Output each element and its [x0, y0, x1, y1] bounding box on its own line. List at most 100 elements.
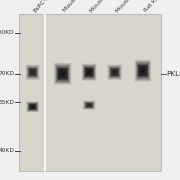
- FancyBboxPatch shape: [112, 70, 117, 75]
- FancyBboxPatch shape: [86, 69, 92, 76]
- FancyBboxPatch shape: [135, 60, 151, 82]
- FancyBboxPatch shape: [87, 103, 91, 107]
- FancyBboxPatch shape: [111, 69, 118, 76]
- FancyBboxPatch shape: [29, 104, 37, 110]
- FancyBboxPatch shape: [30, 104, 36, 109]
- FancyBboxPatch shape: [109, 66, 121, 79]
- FancyBboxPatch shape: [54, 63, 71, 85]
- FancyBboxPatch shape: [59, 69, 67, 79]
- FancyBboxPatch shape: [83, 65, 95, 80]
- FancyBboxPatch shape: [86, 68, 93, 76]
- FancyBboxPatch shape: [28, 103, 37, 111]
- FancyBboxPatch shape: [85, 68, 94, 77]
- FancyBboxPatch shape: [84, 66, 94, 78]
- Text: Rat kidney: Rat kidney: [143, 0, 168, 13]
- FancyBboxPatch shape: [111, 68, 119, 76]
- FancyBboxPatch shape: [113, 70, 116, 74]
- FancyBboxPatch shape: [108, 65, 122, 79]
- FancyBboxPatch shape: [55, 64, 71, 84]
- FancyBboxPatch shape: [61, 72, 64, 75]
- FancyBboxPatch shape: [86, 103, 92, 107]
- FancyBboxPatch shape: [29, 103, 37, 110]
- FancyBboxPatch shape: [30, 70, 35, 75]
- FancyBboxPatch shape: [60, 71, 65, 77]
- FancyBboxPatch shape: [31, 71, 34, 74]
- Text: Mouse liver: Mouse liver: [89, 0, 116, 13]
- FancyBboxPatch shape: [26, 64, 40, 80]
- Text: 70KD: 70KD: [0, 71, 14, 76]
- FancyBboxPatch shape: [28, 67, 37, 77]
- FancyBboxPatch shape: [107, 64, 122, 80]
- FancyBboxPatch shape: [82, 64, 96, 80]
- FancyBboxPatch shape: [31, 106, 34, 108]
- FancyBboxPatch shape: [88, 71, 90, 74]
- FancyBboxPatch shape: [136, 61, 150, 80]
- FancyBboxPatch shape: [57, 66, 69, 81]
- Text: Mouse heart: Mouse heart: [115, 0, 143, 13]
- FancyBboxPatch shape: [27, 102, 39, 112]
- FancyBboxPatch shape: [135, 61, 150, 81]
- FancyBboxPatch shape: [31, 70, 34, 74]
- FancyBboxPatch shape: [29, 104, 36, 110]
- FancyBboxPatch shape: [57, 68, 68, 79]
- FancyBboxPatch shape: [110, 67, 119, 77]
- FancyBboxPatch shape: [85, 103, 93, 108]
- FancyBboxPatch shape: [57, 67, 68, 80]
- FancyBboxPatch shape: [27, 102, 38, 111]
- FancyBboxPatch shape: [142, 69, 144, 72]
- FancyBboxPatch shape: [55, 65, 70, 83]
- FancyBboxPatch shape: [58, 68, 67, 80]
- Text: PKLR: PKLR: [166, 71, 180, 77]
- FancyBboxPatch shape: [85, 102, 94, 109]
- FancyBboxPatch shape: [28, 103, 38, 111]
- FancyBboxPatch shape: [84, 101, 95, 109]
- FancyBboxPatch shape: [31, 105, 34, 108]
- FancyBboxPatch shape: [26, 101, 39, 112]
- FancyBboxPatch shape: [138, 65, 147, 76]
- Bar: [19, 14, 161, 171]
- FancyBboxPatch shape: [109, 66, 120, 78]
- FancyBboxPatch shape: [139, 66, 147, 76]
- FancyBboxPatch shape: [140, 67, 146, 75]
- Text: 40KD: 40KD: [0, 148, 14, 153]
- FancyBboxPatch shape: [27, 66, 39, 79]
- FancyBboxPatch shape: [30, 69, 35, 75]
- FancyBboxPatch shape: [85, 68, 93, 77]
- FancyBboxPatch shape: [83, 101, 96, 110]
- FancyBboxPatch shape: [28, 68, 37, 76]
- FancyBboxPatch shape: [88, 104, 90, 106]
- FancyBboxPatch shape: [26, 65, 39, 79]
- FancyBboxPatch shape: [30, 105, 35, 109]
- FancyBboxPatch shape: [83, 101, 95, 109]
- FancyBboxPatch shape: [84, 102, 94, 109]
- FancyBboxPatch shape: [137, 62, 149, 79]
- FancyBboxPatch shape: [112, 69, 118, 75]
- FancyBboxPatch shape: [84, 66, 95, 79]
- FancyBboxPatch shape: [27, 66, 38, 78]
- FancyBboxPatch shape: [138, 65, 148, 76]
- Text: 100KD: 100KD: [0, 30, 14, 35]
- FancyBboxPatch shape: [28, 67, 38, 78]
- FancyBboxPatch shape: [113, 71, 116, 74]
- FancyBboxPatch shape: [31, 105, 35, 109]
- Text: 55KD: 55KD: [0, 100, 14, 105]
- FancyBboxPatch shape: [59, 70, 66, 78]
- FancyBboxPatch shape: [85, 102, 93, 108]
- FancyBboxPatch shape: [110, 67, 120, 78]
- Text: BxPC-3: BxPC-3: [33, 0, 51, 13]
- FancyBboxPatch shape: [29, 68, 37, 76]
- FancyBboxPatch shape: [87, 70, 91, 74]
- FancyBboxPatch shape: [61, 71, 65, 76]
- Text: Mouse kidney: Mouse kidney: [63, 0, 94, 13]
- FancyBboxPatch shape: [29, 69, 36, 76]
- FancyBboxPatch shape: [87, 104, 91, 107]
- FancyBboxPatch shape: [141, 68, 145, 73]
- FancyBboxPatch shape: [86, 103, 93, 108]
- FancyBboxPatch shape: [137, 63, 149, 78]
- FancyBboxPatch shape: [87, 103, 92, 107]
- FancyBboxPatch shape: [110, 68, 119, 76]
- FancyBboxPatch shape: [56, 66, 69, 82]
- FancyBboxPatch shape: [87, 69, 91, 75]
- FancyBboxPatch shape: [82, 64, 96, 81]
- FancyBboxPatch shape: [140, 67, 145, 74]
